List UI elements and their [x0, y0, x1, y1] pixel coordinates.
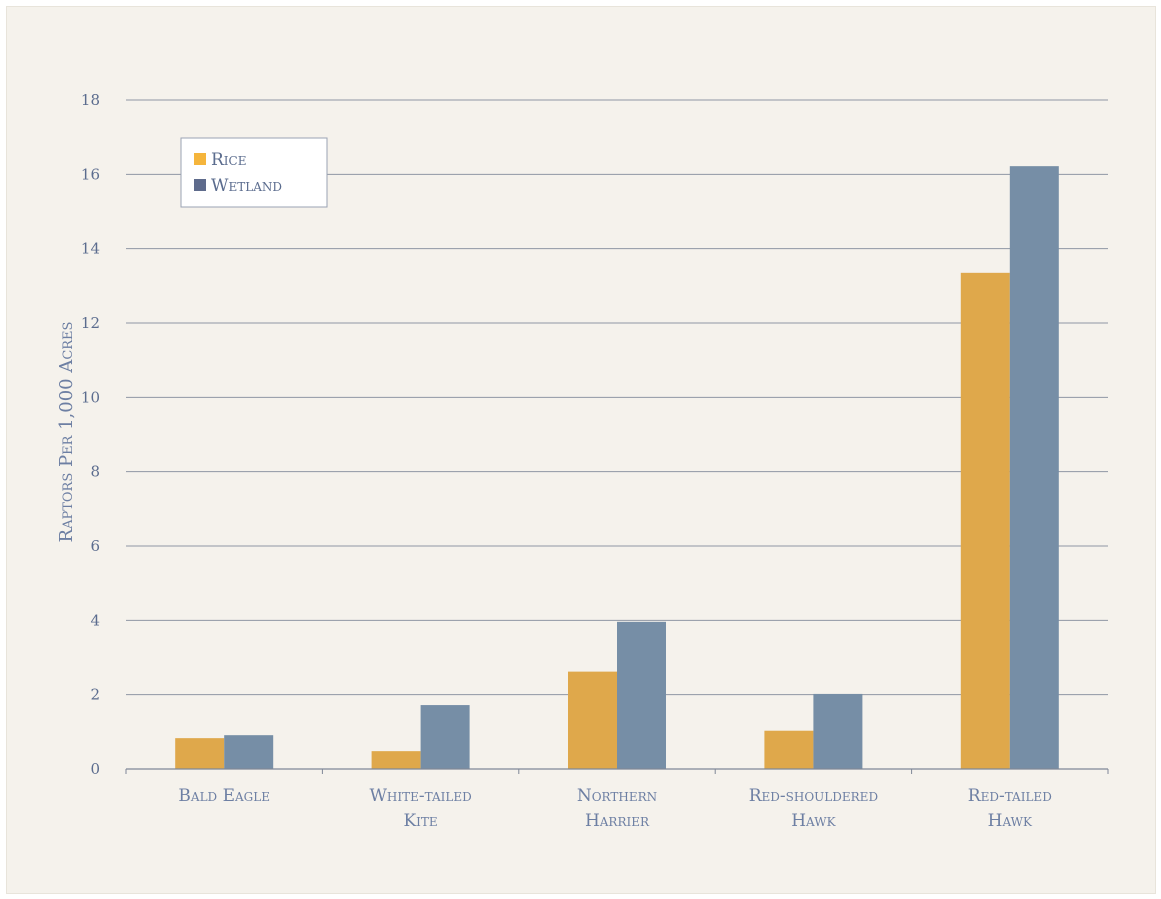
y-tick-label: 18: [81, 91, 100, 109]
x-axis-category-labels: Bald Eagle White-tailed Kite Northern Harrie…: [178, 786, 1051, 831]
x-category-label-line: Bald Eagle: [178, 786, 270, 806]
y-tick-label: 0: [90, 760, 100, 778]
legend-label-wetland: Wetland: [211, 176, 282, 196]
bar-rice-red-shouldered-hawk: [764, 730, 814, 769]
chart-frame: 0 2 4 6 8 10 12 14 16 18 Bald Eagle White-tailed Ki…: [6, 6, 1156, 894]
x-category-label: Red-shouldered Hawk: [749, 786, 878, 831]
x-category-label-line: Hawk: [791, 811, 836, 831]
y-axis-label: Raptors Per 1,000 Acres: [56, 322, 77, 543]
bar-wetland-bald-eagle: [224, 735, 274, 769]
x-category-label-line: Harrier: [585, 811, 650, 831]
bar-wetland-white-tailed-kite: [420, 705, 470, 769]
x-axis: [125, 768, 1109, 774]
y-tick-label: 12: [81, 314, 100, 332]
x-category-label-line: Red-tailed: [968, 786, 1052, 806]
x-category-label-line: White-tailed: [369, 786, 471, 806]
x-category-label-line: Northern: [577, 786, 657, 806]
x-category-label: Northern Harrier: [577, 786, 657, 831]
x-category-label-line: Kite: [403, 811, 437, 831]
y-tick-label: 14: [81, 240, 100, 258]
x-category-label: Red-tailed Hawk: [968, 786, 1052, 831]
y-tick-label: 8: [90, 463, 100, 481]
bar-rice-northern-harrier: [568, 671, 617, 769]
bars: [175, 166, 1059, 769]
x-category-label: White-tailed Kite: [369, 786, 471, 831]
legend-label-rice: Rice: [211, 150, 246, 170]
y-tick-label: 10: [81, 388, 100, 406]
legend-box: [180, 137, 328, 208]
y-axis-ticks: 0 2 4 6 8 10 12 14 16 18: [81, 91, 100, 778]
y-tick-label: 4: [90, 611, 100, 629]
bar-chart: 0 2 4 6 8 10 12 14 16 18 Bald Eagle White-tailed Ki…: [56, 91, 1109, 831]
x-category-label-line: Red-shouldered: [749, 786, 878, 806]
y-tick-label: 16: [81, 165, 100, 183]
bar-rice-bald-eagle: [175, 738, 225, 769]
x-category-label: Bald Eagle: [178, 786, 270, 806]
y-tick-label: 6: [90, 537, 100, 555]
bar-wetland-red-tailed-hawk: [1009, 166, 1059, 769]
bar-wetland-northern-harrier: [617, 621, 666, 769]
x-category-label-line: Hawk: [988, 811, 1033, 831]
bar-rice-white-tailed-kite: [371, 751, 421, 769]
y-tick-label: 2: [90, 686, 100, 704]
gridlines: [126, 99, 1108, 696]
legend-swatch-rice: [194, 153, 206, 165]
bar-rice-red-tailed-hawk: [960, 272, 1010, 769]
legend-swatch-wetland: [194, 179, 206, 191]
legend: Rice Wetland: [180, 137, 328, 208]
bar-wetland-red-shouldered-hawk: [813, 693, 863, 769]
